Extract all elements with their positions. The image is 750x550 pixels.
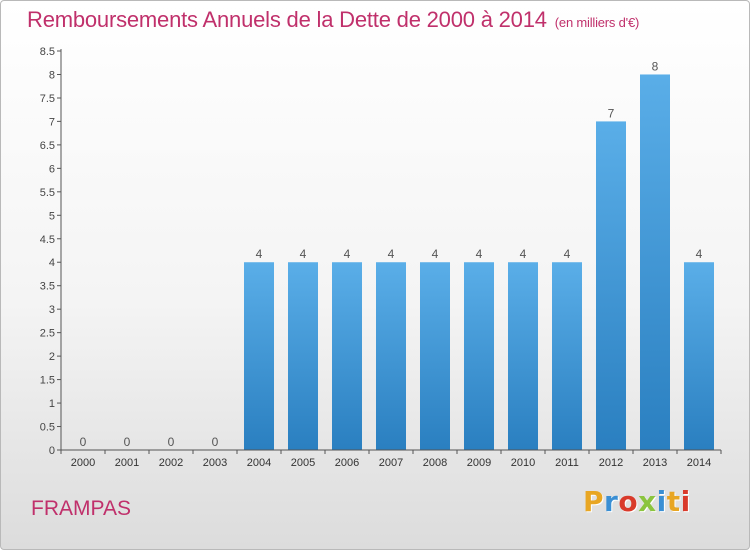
y-tick-label: 3.5 [40, 281, 55, 293]
x-tick-label-2001: 2001 [115, 457, 139, 469]
data-label-2009: 4 [476, 247, 483, 261]
y-tick-label: 1.5 [40, 375, 55, 387]
bar-2011 [552, 262, 582, 450]
y-tick-label: 6 [49, 163, 55, 175]
data-label-2005: 4 [300, 247, 307, 261]
bar-2005 [288, 262, 318, 450]
y-tick-label: 2.5 [40, 328, 55, 340]
data-label-2011: 4 [564, 247, 571, 261]
y-tick-label: 8.5 [40, 46, 55, 58]
chart-title: Remboursements Annuels de la Dette de 20… [27, 7, 639, 33]
data-label-2000: 0 [80, 435, 87, 449]
x-tick-label-2007: 2007 [379, 457, 403, 469]
proxiti-logo: Proxiti [583, 485, 691, 518]
data-label-2008: 4 [432, 247, 439, 261]
data-label-2004: 4 [256, 247, 263, 261]
y-tick-label: 2 [49, 351, 55, 363]
y-tick-label: 1 [49, 398, 55, 410]
bar-2007 [376, 262, 406, 450]
commune-name: FRAMPAS [31, 497, 131, 520]
y-tick-label: 5.5 [40, 187, 55, 199]
y-tick-label: 4 [49, 257, 55, 269]
y-tick-label: 7 [49, 116, 55, 128]
y-tick-label: 0.5 [40, 422, 55, 434]
y-tick-label: 3 [49, 304, 55, 316]
x-tick-label-2013: 2013 [643, 457, 667, 469]
chart-title-text: Remboursements Annuels de la Dette de 20… [27, 7, 547, 32]
data-label-2014: 4 [696, 247, 703, 261]
x-tick-label-2010: 2010 [511, 457, 535, 469]
data-label-2012: 7 [608, 106, 615, 120]
x-tick-label-2011: 2011 [555, 457, 579, 469]
x-tick-label-2004: 2004 [247, 457, 271, 469]
x-tick-label-2002: 2002 [159, 457, 183, 469]
data-label-2003: 0 [212, 435, 219, 449]
bar-2013 [640, 74, 670, 451]
data-label-2006: 4 [344, 247, 351, 261]
y-tick-label: 5 [49, 210, 55, 222]
bar-2009 [464, 262, 494, 450]
data-label-2007: 4 [388, 247, 395, 261]
y-tick-label: 6.5 [40, 140, 55, 152]
data-label-2010: 4 [520, 247, 527, 261]
bar-2010 [508, 262, 538, 450]
x-tick-label-2012: 2012 [599, 457, 623, 469]
bar-2012 [596, 121, 626, 450]
bar-2014 [684, 262, 714, 450]
data-label-2013: 8 [652, 59, 659, 73]
chart-unit: (en milliers d'€) [554, 15, 640, 30]
x-tick-label-2008: 2008 [423, 457, 447, 469]
x-tick-label-2005: 2005 [291, 457, 315, 469]
bar-2004 [244, 262, 274, 450]
y-tick-label: 0 [49, 445, 55, 457]
x-tick-label-2000: 2000 [71, 457, 95, 469]
y-tick-label: 8 [49, 69, 55, 81]
x-tick-label-2014: 2014 [687, 457, 711, 469]
data-label-2002: 0 [168, 435, 175, 449]
y-tick-label: 4.5 [40, 234, 55, 246]
x-tick-label-2003: 2003 [203, 457, 227, 469]
x-tick-label-2009: 2009 [467, 457, 491, 469]
x-tick-label-2006: 2006 [335, 457, 359, 469]
y-tick-label: 7.5 [40, 93, 55, 105]
bar-2006 [332, 262, 362, 450]
data-label-2001: 0 [124, 435, 131, 449]
bar-2008 [420, 262, 450, 450]
